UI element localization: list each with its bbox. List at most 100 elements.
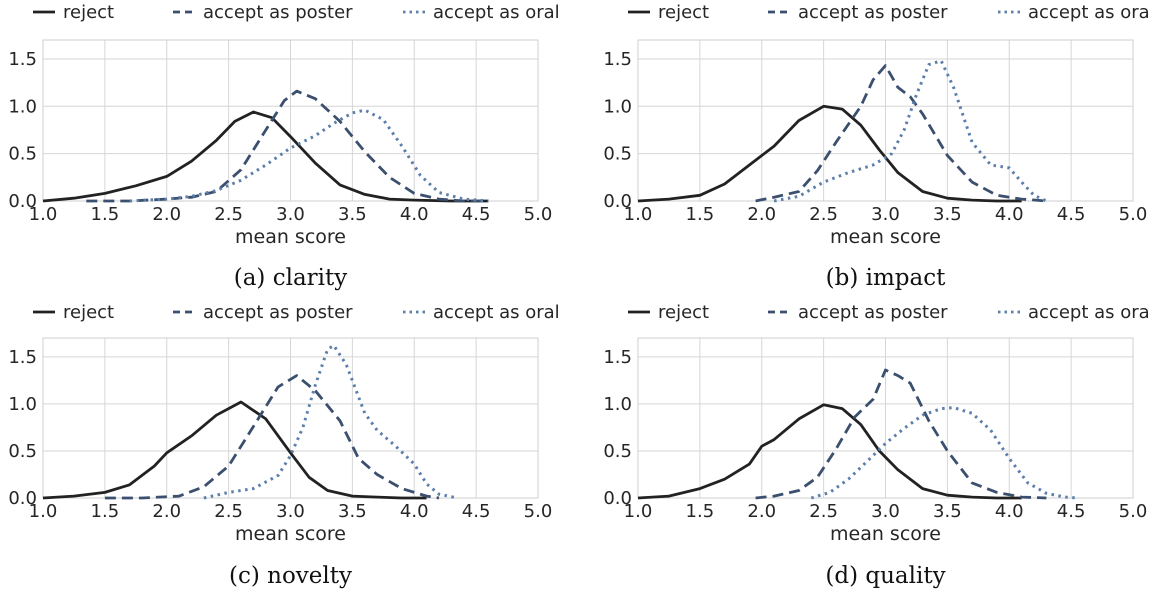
x-tick-label: 1.0: [29, 501, 58, 522]
x-tick-label: 1.0: [29, 204, 58, 225]
legend: reject accept as poster accept as oral: [33, 302, 560, 323]
x-tick-label: 1.5: [91, 204, 120, 225]
x-tick-label: 3.0: [276, 204, 305, 225]
legend-label-reject: reject: [63, 302, 114, 323]
x-axis-label: mean score: [235, 226, 346, 248]
subfigure-caption: (d) quality: [825, 563, 945, 589]
x-tick-label: 3.0: [871, 204, 900, 225]
legend-label-reject: reject: [63, 2, 114, 23]
x-tick-label: 1.5: [686, 204, 715, 225]
y-tick-label: 0.5: [603, 144, 632, 165]
x-axis-label: mean score: [830, 523, 941, 545]
y-tick-label: 1.0: [603, 394, 632, 415]
gridlines: [42, 40, 539, 202]
gridlines: [637, 338, 1134, 499]
x-axis-label: mean score: [235, 523, 346, 545]
subfigure-caption: (a) clarity: [234, 265, 348, 291]
x-tick-label: 1.5: [91, 501, 120, 522]
x-tick-label: 2.5: [214, 204, 243, 225]
y-tick-label: 1.0: [603, 96, 632, 117]
x-tick-label: 2.0: [152, 501, 181, 522]
y-tick-label: 0.0: [8, 488, 37, 509]
series-line-poster: [86, 89, 489, 203]
x-tick-label: 1.0: [624, 204, 653, 225]
y-tick-label: 0.5: [603, 441, 632, 462]
legend-label-poster: accept as poster: [203, 2, 353, 23]
x-tick-label: 2.0: [747, 204, 776, 225]
series-line-reject: [637, 104, 1022, 203]
y-tick-label: 1.5: [603, 49, 632, 70]
x-tick-label: 5.0: [1119, 204, 1148, 225]
chart-panel-1: 1.0 1.5 2.0 2.5 3.0 3.5 4.0 4.5 5.0 0.0 0.5 1.0 1.5 m…: [8, 2, 559, 291]
y-tick-label: 1.5: [603, 347, 632, 368]
series-line-reject: [42, 110, 489, 203]
x-tick-label: 5.0: [1119, 501, 1148, 522]
y-tick-label: 1.0: [8, 96, 37, 117]
series-line-oral: [129, 108, 489, 203]
y-tick-label: 0.0: [603, 191, 632, 212]
x-tick-label: 2.5: [809, 501, 838, 522]
x-tick-label: 2.0: [747, 501, 776, 522]
x-tick-label: 4.0: [995, 501, 1024, 522]
x-tick-label: 3.0: [276, 501, 305, 522]
y-tick-label: 0.5: [8, 441, 37, 462]
legend-label-poster: accept as poster: [798, 2, 948, 23]
x-axis-label: mean score: [830, 226, 941, 248]
x-tick-label: 1.5: [686, 501, 715, 522]
series-line-poster: [755, 64, 1047, 203]
legend-label-oral: accept as oral: [1028, 2, 1150, 23]
plot-frame: [42, 39, 539, 202]
gridlines: [637, 40, 1134, 202]
series-line-reject: [42, 400, 427, 500]
series-line-oral: [203, 344, 458, 500]
x-tick-label: 4.5: [1057, 501, 1086, 522]
legend: reject accept as poster accept as oral: [628, 302, 1150, 323]
y-tick-label: 0.0: [8, 191, 37, 212]
y-tick-label: 1.5: [8, 49, 37, 70]
legend: reject accept as poster accept as oral: [628, 2, 1150, 23]
plot-frame: [637, 337, 1134, 499]
legend: reject accept as poster accept as oral: [33, 2, 560, 23]
x-tick-label: 4.5: [462, 501, 491, 522]
x-tick-label: 4.0: [995, 204, 1024, 225]
subfigure-caption: (b) impact: [826, 265, 946, 291]
x-tick-label: 3.5: [338, 204, 367, 225]
x-tick-label: 4.5: [1057, 204, 1086, 225]
x-tick-label: 5.0: [524, 501, 553, 522]
chart-panel-3: 1.0 1.5 2.0 2.5 3.0 3.5 4.0 4.5 5.0 0.0 0.5 1.0 1.5 m…: [8, 302, 559, 589]
legend-label-reject: reject: [658, 2, 709, 23]
chart-panel-2: 1.0 1.5 2.0 2.5 3.0 3.5 4.0 4.5 5.0 0.0 0.5 1.0 1.5 m…: [603, 2, 1150, 291]
y-tick-label: 1.0: [8, 394, 37, 415]
x-tick-label: 3.0: [871, 501, 900, 522]
legend-label-oral: accept as oral: [433, 2, 560, 23]
legend-label-poster: accept as poster: [203, 302, 353, 323]
x-tick-label: 3.5: [933, 204, 962, 225]
series-line-oral: [773, 59, 1048, 203]
x-tick-label: 2.0: [152, 204, 181, 225]
series-line-reject: [637, 403, 1022, 500]
x-tick-label: 2.5: [214, 501, 243, 522]
x-tick-label: 5.0: [524, 204, 553, 225]
series-line-oral: [810, 406, 1078, 500]
legend-label-poster: accept as poster: [798, 302, 948, 323]
y-tick-label: 0.0: [603, 488, 632, 509]
x-tick-label: 3.5: [933, 501, 962, 522]
x-tick-label: 4.0: [400, 501, 429, 522]
chart-panel-4: 1.0 1.5 2.0 2.5 3.0 3.5 4.0 4.5 5.0 0.0 0.5 1.0 1.5 m…: [603, 302, 1150, 589]
y-tick-label: 1.5: [8, 347, 37, 368]
x-tick-label: 3.5: [338, 501, 367, 522]
x-tick-label: 2.5: [809, 204, 838, 225]
series-line-poster: [104, 374, 440, 500]
plot-frame: [42, 337, 539, 499]
x-tick-label: 4.0: [400, 204, 429, 225]
legend-label-reject: reject: [658, 302, 709, 323]
y-tick-label: 0.5: [8, 144, 37, 165]
subfigure-caption: (c) novelty: [229, 563, 352, 589]
legend-label-oral: accept as oral: [433, 302, 560, 323]
series-line-poster: [755, 368, 1047, 500]
x-tick-label: 4.5: [462, 204, 491, 225]
plot-frame: [637, 39, 1134, 202]
x-tick-label: 1.0: [624, 501, 653, 522]
gridlines: [42, 338, 539, 499]
